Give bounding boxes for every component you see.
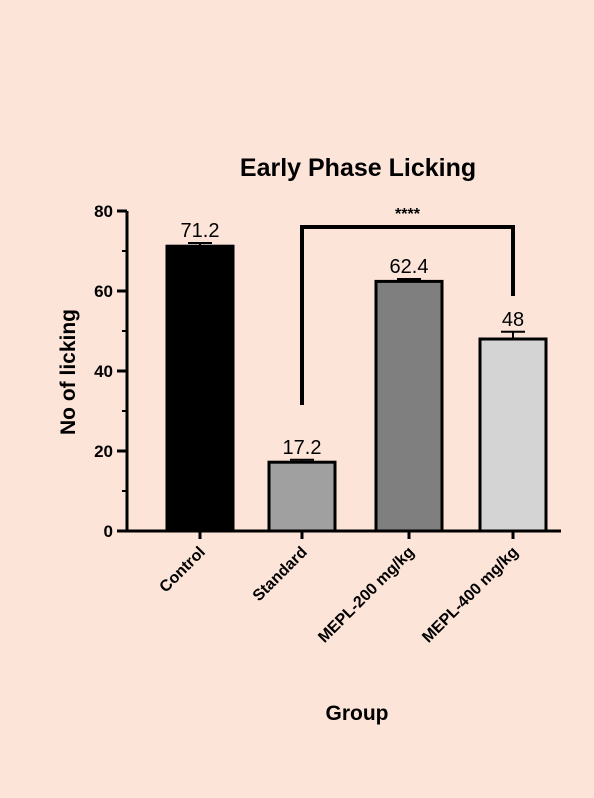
y-tick-label-4: 80 — [94, 202, 113, 221]
plot-area: 71.2 Control 17.2 Standard 62.4 MEPL-200 mg/k… — [94, 202, 561, 646]
data-label-3: 48 — [502, 309, 524, 331]
y-tick-label-1: 20 — [94, 442, 113, 461]
y-tick-label-3: 60 — [94, 282, 113, 301]
data-label-1: 17.2 — [283, 437, 322, 459]
significance-label: **** — [395, 206, 421, 223]
y-tick-label-0: 0 — [104, 522, 113, 541]
bar-0 — [165, 244, 235, 533]
category-label-3: MEPL-400 mg/kg — [419, 544, 522, 647]
x-axis-label: Group — [326, 702, 389, 725]
chart-title: Early Phase Licking — [240, 154, 476, 182]
data-label-0: 71.2 — [181, 220, 220, 242]
bar-2 — [374, 279, 444, 533]
bar-3 — [478, 337, 548, 533]
y-tick-label-2: 40 — [94, 362, 113, 381]
category-label-0: Control — [157, 544, 209, 596]
category-label-2: MEPL-200 mg/kg — [315, 544, 418, 647]
data-label-2: 62.4 — [390, 256, 429, 278]
category-label-1: Standard — [250, 544, 311, 605]
y-axis-label: No of licking — [57, 309, 80, 435]
significance-bracket — [300, 225, 515, 405]
bar-1 — [267, 460, 337, 533]
